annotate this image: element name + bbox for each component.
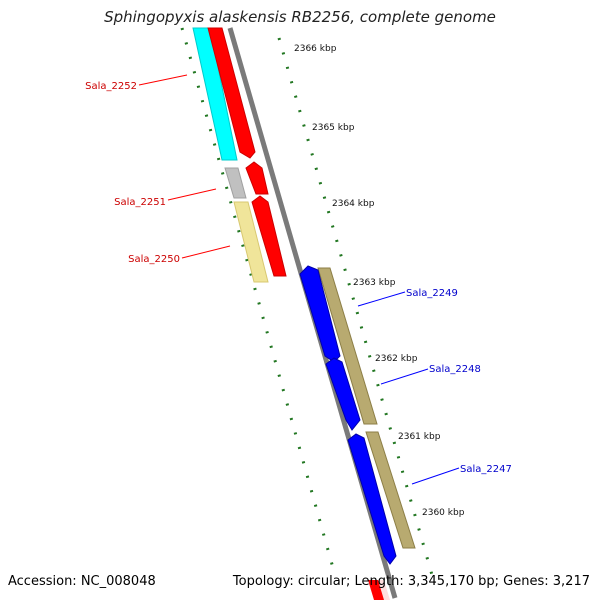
pale-track-segment[interactable] [233, 201, 269, 283]
ruler-label: 2362 kbp [375, 354, 418, 364]
gene-label-sala-2252[interactable]: Sala_2252 [85, 81, 137, 92]
map-title: Sphingopyxis alaskensis RB2256, complete… [104, 8, 496, 26]
gene-label-sala-2251[interactable]: Sala_2251 [114, 197, 166, 208]
khaki-track-segment-1[interactable] [317, 267, 378, 425]
gene-label-sala-2250[interactable]: Sala_2250 [128, 254, 180, 265]
gene-arrow-sala-2250[interactable] [251, 195, 287, 277]
gene-arrow-sala-2249[interactable] [299, 265, 341, 363]
gene-label-sala-2248[interactable]: Sala_2248 [429, 364, 481, 375]
leader-line-sala-2251 [167, 188, 217, 201]
gene-arrow-sala-2251[interactable] [245, 161, 269, 195]
ruler-label: 2365 kbp [312, 123, 355, 133]
ruler-label: 2366 kbp [294, 44, 337, 54]
ruler-label: 2360 kbp [422, 508, 465, 518]
accession-text: Accession: NC_008048 [8, 574, 156, 589]
ruler-label: 2363 kbp [353, 278, 396, 288]
partial-track-bottom [378, 580, 390, 600]
genome-summary-text: Topology: circular; Length: 3,345,170 bp… [232, 574, 590, 589]
gene-arrow-sala-2247[interactable] [347, 433, 397, 565]
ruler-label: 2364 kbp [332, 199, 375, 209]
outer-tick-track [277, 37, 434, 576]
leader-line-sala-2247 [411, 467, 460, 485]
ruler-label: 2361 kbp [398, 432, 441, 442]
gene-label-sala-2249[interactable]: Sala_2249 [406, 288, 458, 299]
leader-line-sala-2248 [380, 368, 429, 385]
leader-line-sala-2249 [357, 291, 406, 307]
khaki-track-segment-2[interactable] [365, 431, 416, 549]
gene-arrow-sala-2252[interactable] [207, 27, 256, 159]
leader-line-sala-2252 [138, 74, 188, 86]
leader-line-sala-2250 [181, 245, 231, 259]
gene-label-sala-2247[interactable]: Sala_2247 [460, 464, 512, 475]
grey-track-segment[interactable] [224, 167, 247, 199]
cyan-track-segment[interactable] [192, 27, 238, 161]
gene-arrow-sala-2248[interactable] [325, 357, 361, 431]
